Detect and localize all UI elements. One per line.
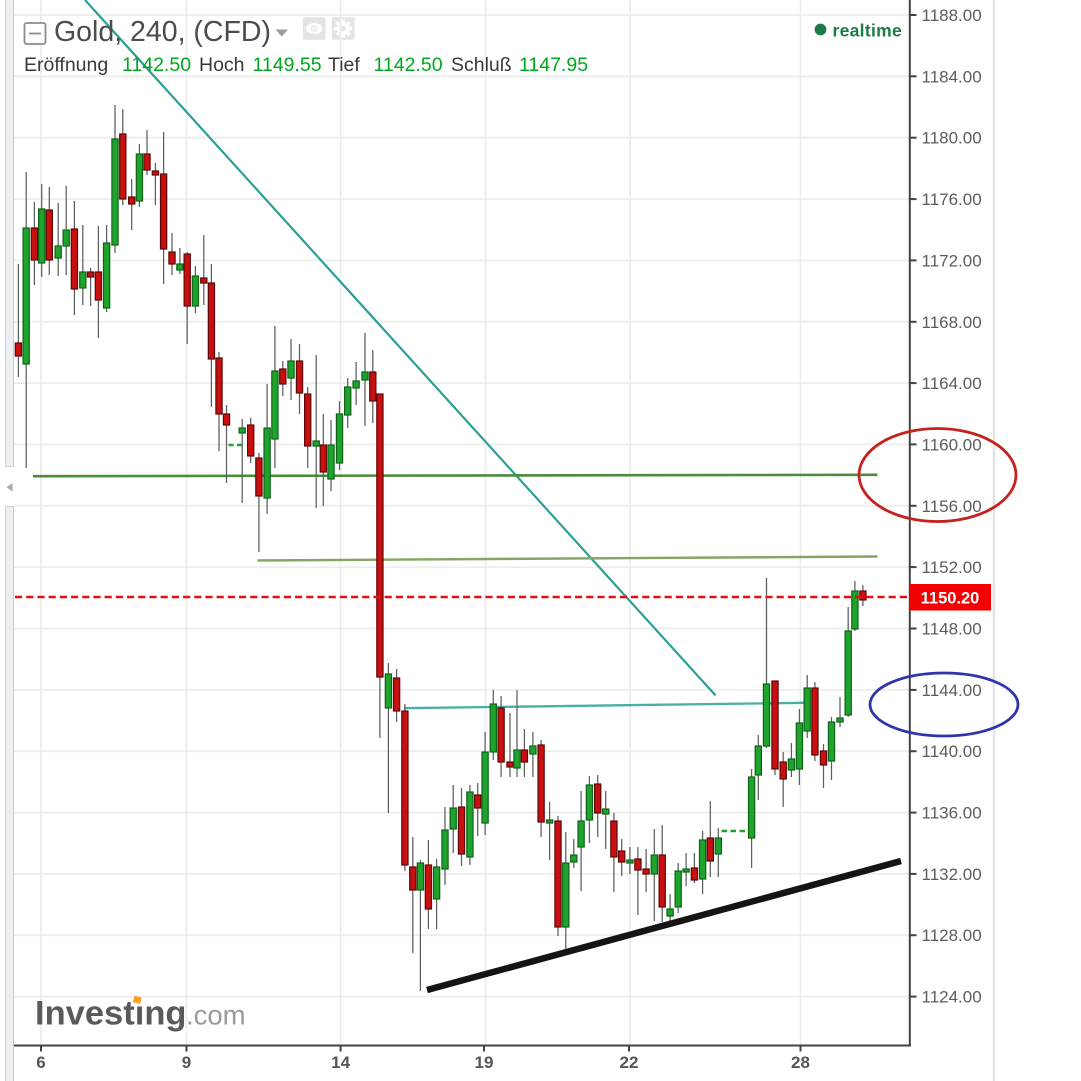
svg-text:1150.20: 1150.20	[921, 590, 980, 608]
svg-text:1140.00: 1140.00	[922, 742, 982, 761]
svg-text:1124.00: 1124.00	[922, 988, 982, 1007]
svg-text:1132.00: 1132.00	[922, 865, 982, 884]
svg-text:1149.55: 1149.55	[253, 54, 322, 76]
svg-text:6: 6	[36, 1053, 45, 1072]
svg-text:1168.00: 1168.00	[922, 313, 982, 332]
svg-text:Hoch: Hoch	[199, 54, 245, 76]
svg-text:1148.00: 1148.00	[922, 620, 982, 639]
svg-text:1147.95: 1147.95	[519, 54, 588, 76]
svg-text:22: 22	[620, 1053, 639, 1072]
svg-text:1136.00: 1136.00	[922, 804, 982, 823]
svg-text:.com: .com	[186, 1000, 246, 1031]
svg-text:realtime: realtime	[833, 21, 903, 41]
svg-text:1164.00: 1164.00	[922, 374, 982, 393]
svg-text:1172.00: 1172.00	[922, 251, 982, 270]
svg-text:Investıng: Investıng	[35, 995, 186, 1033]
svg-text:1142.50: 1142.50	[122, 54, 191, 76]
svg-text:9: 9	[182, 1053, 191, 1072]
svg-text:1128.00: 1128.00	[922, 926, 982, 945]
svg-text:1156.00: 1156.00	[922, 497, 982, 516]
svg-text:1142.50: 1142.50	[374, 54, 443, 76]
svg-text:1144.00: 1144.00	[922, 681, 982, 700]
svg-text:19: 19	[475, 1053, 494, 1072]
svg-text:1184.00: 1184.00	[922, 67, 982, 86]
svg-text:1188.00: 1188.00	[922, 6, 982, 25]
svg-text:Tief: Tief	[328, 54, 360, 76]
svg-text:28: 28	[791, 1053, 810, 1072]
svg-text:Schluß: Schluß	[451, 54, 512, 76]
svg-text:Gold, 240, (CFD): Gold, 240, (CFD)	[54, 16, 271, 48]
svg-text:1160.00: 1160.00	[922, 435, 982, 454]
svg-text:Eröffnung: Eröffnung	[24, 54, 108, 76]
svg-text:14: 14	[331, 1053, 350, 1072]
svg-text:1180.00: 1180.00	[922, 129, 982, 148]
svg-text:1176.00: 1176.00	[922, 190, 982, 209]
svg-text:1152.00: 1152.00	[922, 558, 982, 577]
